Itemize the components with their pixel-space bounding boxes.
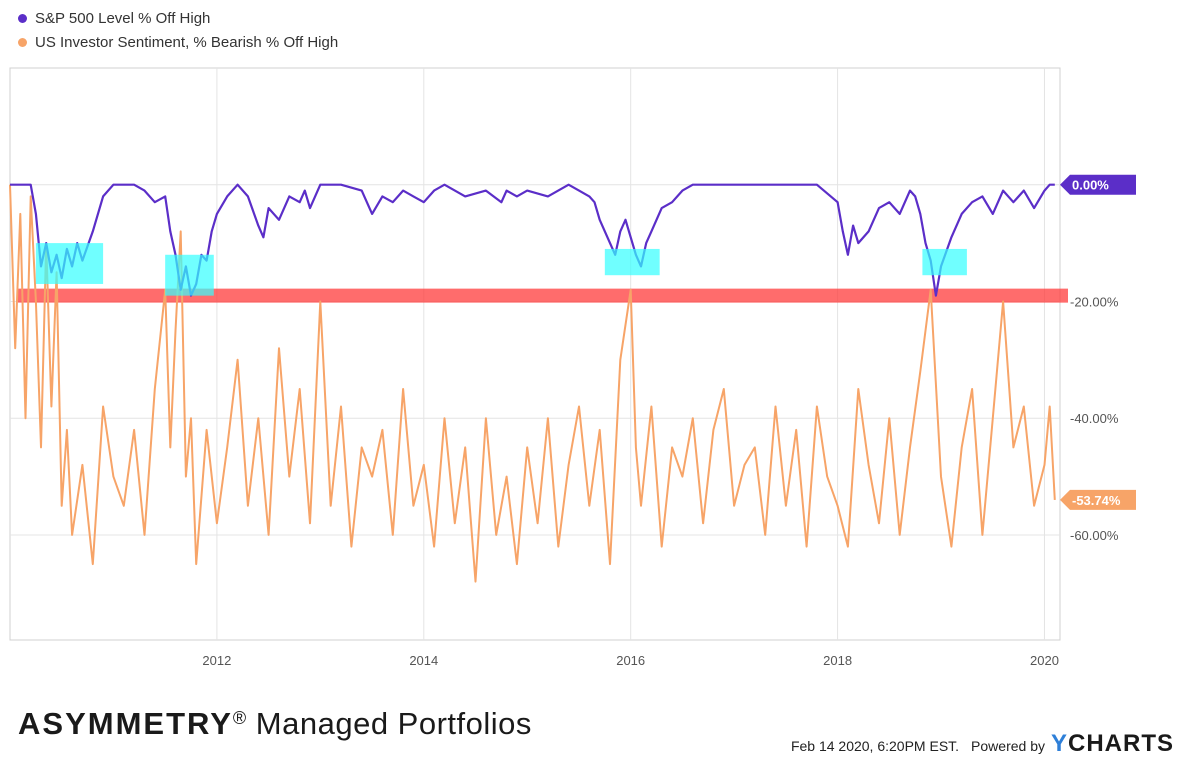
footer: Feb 14 2020, 6:20PM EST. Powered by YCHA… (791, 730, 1174, 758)
legend-item-sp500[interactable]: S&P 500 Level % Off High (18, 6, 338, 30)
x-tick-label: 2016 (616, 653, 645, 668)
last-value-flag-sentiment: -53.74% (1060, 489, 1136, 510)
y-tick-label: -40.00% (1070, 411, 1119, 426)
line-chart: 2012 2014 2016 2018 2020 0.00% -20.00% -40.00% -… (9, 67, 1136, 668)
y-tick-label: -60.00% (1070, 528, 1119, 543)
last-value-flag-sp500: 0.00% (1060, 174, 1136, 195)
legend-dot-sentiment (18, 37, 27, 47)
brand-registered-mark: ® (232, 708, 247, 728)
ycharts-logo[interactable]: YCHARTS (1051, 730, 1174, 758)
highlight-box (604, 248, 660, 276)
x-tick-label: 2020 (1030, 653, 1059, 668)
legend-item-sentiment[interactable]: US Investor Sentiment, % Bearish % Off H… (18, 30, 338, 54)
legend-label-sentiment: US Investor Sentiment, % Bearish % Off H… (35, 33, 339, 51)
ycharts-logo-y: Y (1050, 730, 1068, 757)
series-line-sentiment (9, 184, 1056, 583)
plot-frame (9, 67, 1061, 641)
x-tick-label: 2014 (409, 653, 438, 668)
x-tick-label: 2012 (202, 653, 231, 668)
legend: S&P 500 Level % Off High US Investor Sen… (18, 6, 338, 54)
brand-name: ASYMMETRY (18, 706, 233, 741)
annotation-band-layer (18, 288, 1068, 303)
series-line-sp500 (10, 183, 1055, 297)
legend-dot-sp500 (18, 13, 27, 23)
annotation-box-layer (35, 243, 967, 296)
highlight-box (922, 248, 967, 276)
threshold-band (18, 288, 1068, 303)
legend-label-sp500: S&P 500 Level % Off High (35, 9, 211, 27)
brand-logo: ASYMMETRY® Managed Portfolios (18, 706, 532, 742)
series-layer (9, 183, 1056, 583)
powered-by-text: Powered by (971, 738, 1045, 754)
timestamp: Feb 14 2020, 6:20PM EST. (790, 738, 960, 754)
y-tick-label: -20.00% (1070, 294, 1119, 309)
last-value-label: -53.74% (1072, 493, 1121, 508)
brand-tagline: Managed Portfolios (246, 706, 532, 741)
x-tick-label: 2018 (823, 653, 852, 668)
last-value-flags: 0.00% -53.74% (1060, 174, 1136, 510)
last-value-label: 0.00% (1072, 178, 1109, 193)
highlight-box (35, 243, 104, 284)
highlight-box (165, 254, 214, 296)
ycharts-logo-text: CHARTS (1068, 730, 1174, 757)
